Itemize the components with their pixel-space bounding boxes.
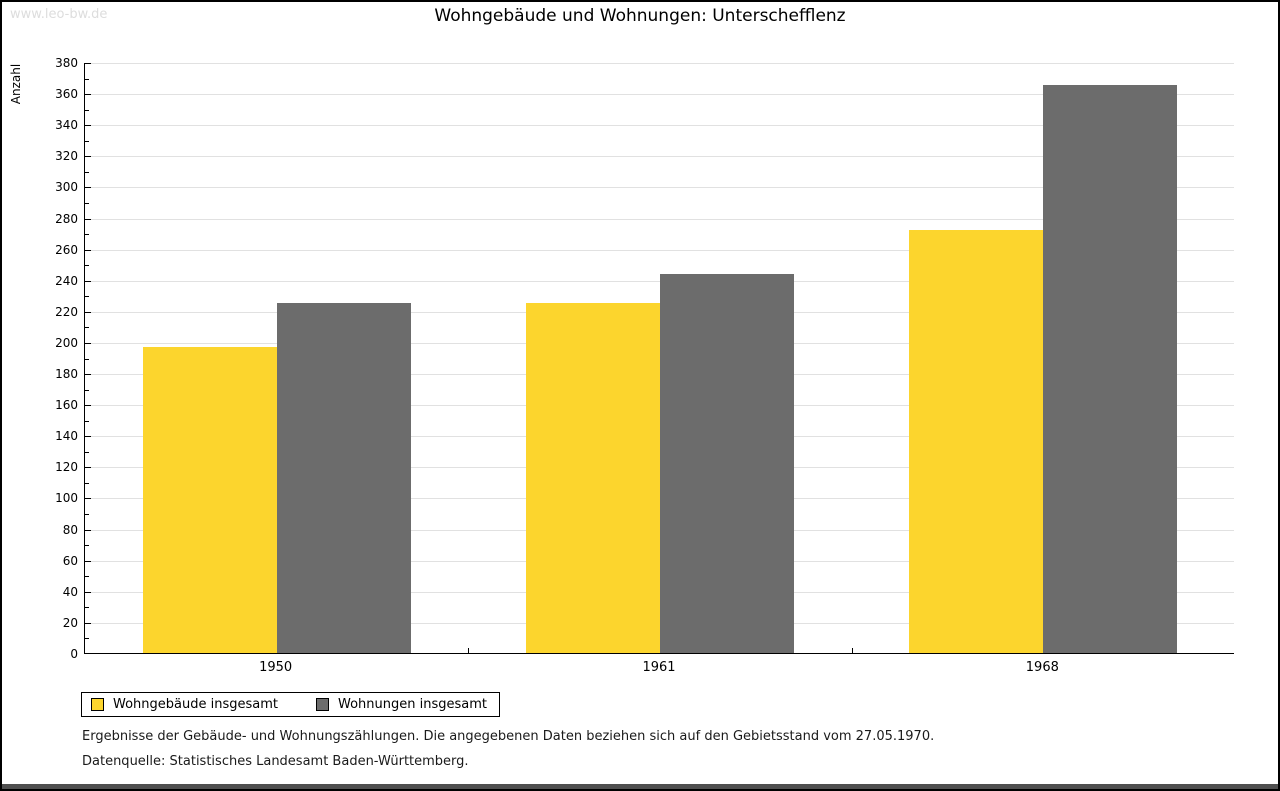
y-tick-360 xyxy=(85,94,91,96)
bottom-border-bar xyxy=(2,784,1278,789)
y-tick-330 xyxy=(85,140,89,142)
footnote-line-1: Ergebnisse der Gebäude- und Wohnungszähl… xyxy=(82,729,935,744)
gridline-360 xyxy=(85,94,1234,96)
y-tick-180 xyxy=(85,374,91,376)
y-tick-200 xyxy=(85,342,91,344)
y-tick-label-100: 100 xyxy=(55,491,78,506)
y-tick-110 xyxy=(85,482,89,484)
y-tick-140 xyxy=(85,436,91,438)
y-tick-280 xyxy=(85,218,91,220)
bar-1968-wohngebaeude xyxy=(909,229,1044,653)
y-axis-title: Anzahl xyxy=(9,63,23,105)
bar-1961-wohnungen xyxy=(660,273,794,653)
y-tick-label-240: 240 xyxy=(55,273,78,288)
y-tick-label-120: 120 xyxy=(55,460,78,475)
y-tick-260 xyxy=(85,249,91,251)
y-tick-240 xyxy=(85,280,91,282)
bar-1961-wohngebaeude xyxy=(526,303,660,653)
y-tick-10 xyxy=(85,638,89,640)
y-tick-50 xyxy=(85,576,89,578)
legend-label: Wohnungen insgesamt xyxy=(338,697,487,712)
y-tick-label-140: 140 xyxy=(55,429,78,444)
y-tick-label-260: 260 xyxy=(55,242,78,257)
y-tick-30 xyxy=(85,607,89,609)
gridline-260 xyxy=(85,249,1234,251)
y-tick-label-160: 160 xyxy=(55,398,78,413)
y-tick-label-280: 280 xyxy=(55,211,78,226)
y-tick-120 xyxy=(85,467,91,469)
y-tick-340 xyxy=(85,125,91,127)
legend-label: Wohngebäude insgesamt xyxy=(113,697,278,712)
y-tick-310 xyxy=(85,171,89,173)
y-tick-270 xyxy=(85,234,89,236)
y-tick-90 xyxy=(85,514,89,516)
gridline-280 xyxy=(85,218,1234,220)
y-tick-label-80: 80 xyxy=(62,522,78,537)
gridline-300 xyxy=(85,187,1234,189)
gridline-240 xyxy=(85,280,1234,282)
gridline-320 xyxy=(85,156,1234,158)
y-tick-130 xyxy=(85,451,89,453)
y-tick-320 xyxy=(85,156,91,158)
y-tick-100 xyxy=(85,498,91,500)
y-tick-380 xyxy=(85,63,91,64)
plot-area xyxy=(84,63,1234,654)
bar-1950-wohnungen xyxy=(276,303,411,653)
y-tick-70 xyxy=(85,545,89,547)
y-tick-label-40: 40 xyxy=(62,584,78,599)
y-tick-230 xyxy=(85,296,89,298)
y-tick-40 xyxy=(85,591,91,593)
y-tick-label-0: 0 xyxy=(70,647,78,661)
x-tick-label-1961: 1961 xyxy=(642,660,676,675)
y-tick-170 xyxy=(85,389,89,391)
y-tick-label-220: 220 xyxy=(55,304,78,319)
y-tick-60 xyxy=(85,560,91,562)
legend-swatch-yellow-icon xyxy=(91,698,104,711)
bar-1950-wohngebaeude xyxy=(142,346,277,653)
y-tick-label-380: 380 xyxy=(55,56,78,70)
y-tick-label-20: 20 xyxy=(62,615,78,630)
x-separator-tick xyxy=(852,648,853,653)
y-tick-210 xyxy=(85,327,89,329)
y-tick-label-180: 180 xyxy=(55,367,78,382)
chart-title: Wohngebäude und Wohnungen: Unterscheffle… xyxy=(434,6,846,26)
y-tick-label-320: 320 xyxy=(55,149,78,164)
y-tick-370 xyxy=(85,78,89,80)
x-separator-tick xyxy=(468,648,469,653)
bar-1968-wohnungen xyxy=(1043,85,1178,653)
y-tick-label-360: 360 xyxy=(55,87,78,102)
y-tick-80 xyxy=(85,529,91,531)
y-tick-290 xyxy=(85,202,89,204)
y-tick-150 xyxy=(85,420,89,422)
y-tick-350 xyxy=(85,109,89,111)
x-tick-label-1950: 1950 xyxy=(259,660,293,675)
gridline-380 xyxy=(85,63,1234,64)
y-tick-160 xyxy=(85,405,91,407)
gridline-340 xyxy=(85,125,1234,127)
watermark: www.leo-bw.de xyxy=(10,7,108,22)
x-tick-label-1968: 1968 xyxy=(1025,660,1059,675)
y-tick-label-300: 300 xyxy=(55,180,78,195)
y-tick-label-60: 60 xyxy=(62,553,78,568)
legend-entry-wohnungen: Wohnungen insgesamt xyxy=(316,697,487,712)
legend: Wohngebäude insgesamt Wohnungen insgesam… xyxy=(81,692,500,717)
y-tick-300 xyxy=(85,187,91,189)
y-tick-20 xyxy=(85,622,91,624)
y-tick-label-200: 200 xyxy=(55,335,78,350)
y-tick-190 xyxy=(85,358,89,360)
y-tick-220 xyxy=(85,311,91,313)
y-tick-250 xyxy=(85,265,89,267)
legend-entry-wohngebaeude: Wohngebäude insgesamt xyxy=(91,697,278,712)
legend-swatch-gray-icon xyxy=(316,698,329,711)
footnote-line-2: Datenquelle: Statistisches Landesamt Bad… xyxy=(82,754,469,769)
y-tick-label-340: 340 xyxy=(55,118,78,133)
